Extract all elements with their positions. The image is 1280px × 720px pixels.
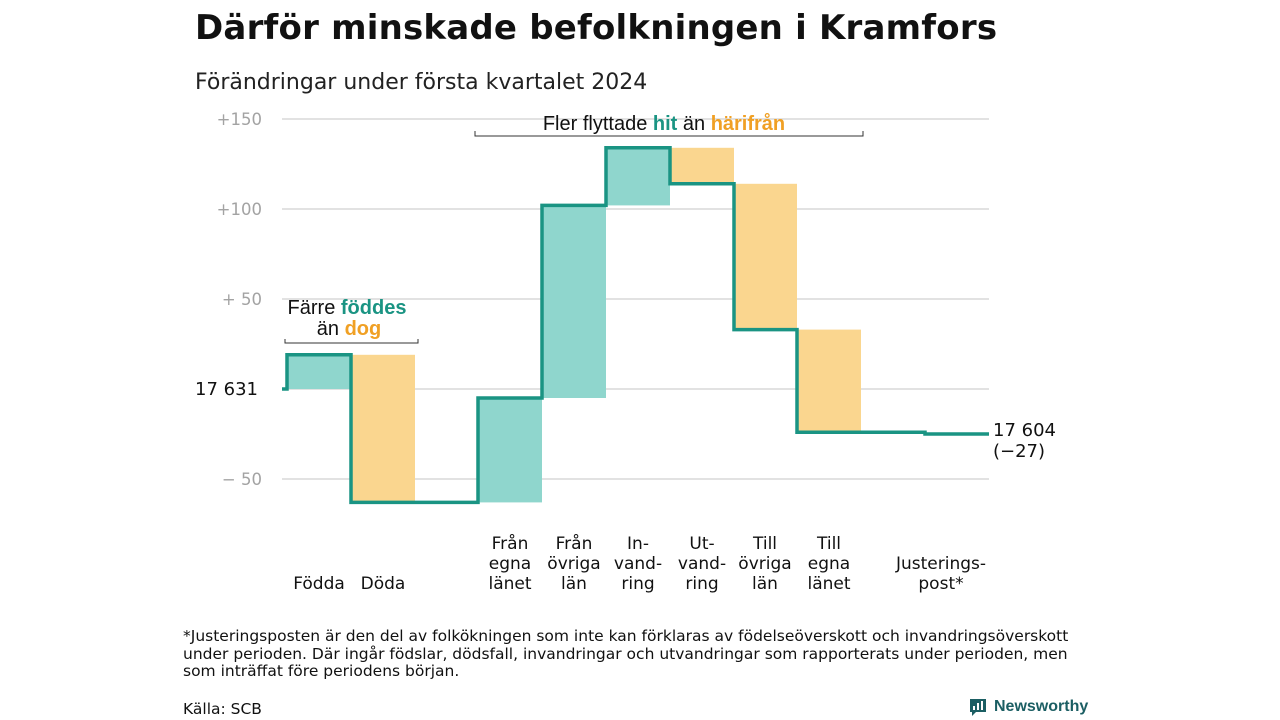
- waterfall-chart: +150 +100 + 50 − 50 17 631 17 604(−27) Födda Dö…: [195, 110, 1056, 594]
- category-label: övriga: [547, 554, 600, 574]
- newsworthy-logo-icon: [970, 699, 986, 716]
- baseline-label: 17 631: [195, 379, 258, 400]
- bars: [287, 147, 861, 503]
- step-line: [282, 146, 989, 505]
- bar-out: [734, 183, 797, 330]
- waterfall-step-line: [282, 146, 989, 505]
- category-label: län: [752, 574, 778, 594]
- bar-out: [351, 354, 415, 503]
- labels: +150 +100 + 50 − 50 17 631 17 604(−27) Födda Dö…: [195, 110, 1056, 594]
- category-label: post*: [918, 574, 963, 594]
- annotation-births-line2: än dog: [317, 318, 381, 340]
- bar-in: [542, 205, 606, 398]
- category-label: Till: [816, 534, 841, 554]
- y-tick-label: − 50: [222, 470, 262, 489]
- source-note: Källa: SCB: [183, 700, 262, 718]
- y-tick-label: +100: [217, 200, 262, 219]
- chart-subtitle: Förändringar under första kvartalet 2024: [195, 70, 648, 95]
- category-label: vand-: [678, 554, 726, 574]
- annotation-births-line1: Färre föddes: [288, 297, 407, 319]
- category-label: Till: [752, 534, 777, 554]
- final-value-label: 17 604: [993, 420, 1056, 441]
- category-label: Justerings-: [895, 554, 986, 574]
- category-label: Ut-: [689, 534, 714, 554]
- category-label: ring: [621, 574, 654, 594]
- category-label: ring: [685, 574, 718, 594]
- category-label: Från: [556, 533, 593, 554]
- category-label: övriga: [738, 554, 791, 574]
- brand-logo: Newsworthy: [968, 697, 1088, 717]
- y-tick-label: +150: [217, 110, 262, 129]
- category-label: län: [561, 574, 587, 594]
- bar-out: [670, 147, 734, 184]
- y-tick-label: + 50: [222, 290, 262, 309]
- category-label: In-: [627, 534, 649, 554]
- category-label: egna: [808, 554, 850, 574]
- brand-name: Newsworthy: [994, 698, 1089, 715]
- category-label: Från: [492, 533, 529, 554]
- category-label: länet: [807, 574, 850, 594]
- annotation-migration-bracket: [474, 131, 864, 137]
- final-change-label: (−27): [993, 441, 1045, 462]
- annotation-migration: Fler flyttade hit än härifrån: [543, 112, 785, 135]
- bar-in: [606, 147, 670, 206]
- category-label: Döda: [361, 574, 406, 594]
- category-label: vand-: [614, 554, 662, 574]
- category-label: länet: [488, 574, 531, 594]
- footnote: *Justeringsposten är den del av folkökni…: [183, 627, 1069, 680]
- category-label: egna: [489, 554, 531, 574]
- bar-in: [287, 354, 351, 389]
- category-label: Födda: [293, 574, 345, 594]
- bar-in: [478, 398, 542, 503]
- bar-out: [797, 329, 861, 433]
- annotation-births-bracket: [284, 339, 419, 344]
- chart-title: Därför minskade befolkningen i Kramfors: [195, 8, 998, 48]
